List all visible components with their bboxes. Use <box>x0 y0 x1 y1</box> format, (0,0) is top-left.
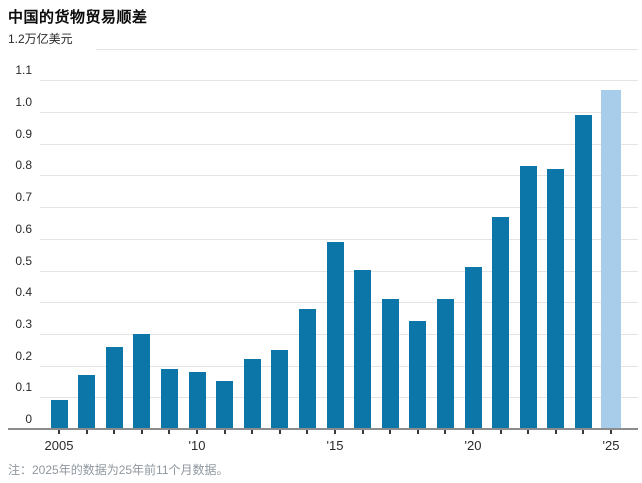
x-axis-tick <box>582 430 584 434</box>
y-gridline <box>40 80 638 82</box>
x-axis-tick <box>334 430 336 434</box>
x-axis-line <box>8 428 638 430</box>
chart-title: 中国的货物贸易顺差 <box>8 9 148 26</box>
x-axis-label: '20 <box>464 438 482 453</box>
x-axis-tick <box>444 430 446 434</box>
x-axis-tick <box>362 430 364 434</box>
x-axis-tick <box>141 430 143 434</box>
bar-2006 <box>78 375 95 429</box>
y-axis-label: 0.2 <box>15 348 32 363</box>
x-axis-tick <box>555 430 557 434</box>
x-axis-label: '25 <box>602 438 620 453</box>
y-gridline <box>40 143 638 145</box>
y-axis-label: 0.7 <box>15 190 32 205</box>
y-axis-label: 0.6 <box>15 221 32 236</box>
y-gridline-top <box>96 48 638 50</box>
bar-2005 <box>51 400 68 429</box>
bar-2008 <box>133 334 150 429</box>
bar-2021 <box>492 217 509 429</box>
y-axis-label: 0.9 <box>15 126 32 141</box>
bar-2015 <box>327 242 344 429</box>
x-axis-tick <box>168 430 170 434</box>
x-axis-tick <box>306 430 308 434</box>
bar-2017 <box>382 299 399 429</box>
x-axis-tick <box>472 430 474 434</box>
bar-2016 <box>354 270 371 429</box>
y-gridline <box>40 175 638 177</box>
y-axis-label: 0.8 <box>15 158 32 173</box>
x-axis-tick <box>224 430 226 434</box>
bar-2024 <box>575 115 592 429</box>
chart-footnote: 注：2025年的数据为25年前11个月数据。 <box>8 463 229 477</box>
bar-2010 <box>189 372 206 429</box>
y-axis-label: 0.5 <box>15 253 32 268</box>
x-axis-tick <box>58 430 60 434</box>
x-axis-tick <box>113 430 115 434</box>
x-axis-label: '10 <box>188 438 206 453</box>
x-axis-tick <box>86 430 88 434</box>
bar-2014 <box>299 309 316 429</box>
x-axis-tick <box>527 430 529 434</box>
y-axis-label: 0.3 <box>15 316 32 331</box>
bar-2022 <box>520 166 537 429</box>
x-axis-label: '15 <box>326 438 344 453</box>
x-axis-tick <box>417 430 419 434</box>
bar-2011 <box>216 381 233 429</box>
y-axis-label: 0.4 <box>15 285 32 300</box>
bar-2009 <box>161 369 178 429</box>
bar-2020 <box>465 267 482 429</box>
x-axis-tick <box>279 430 281 434</box>
unit-label: 1.2万亿美元 <box>8 31 73 46</box>
bar-2012 <box>244 359 261 429</box>
x-axis-tick <box>251 430 253 434</box>
y-gridline <box>40 112 638 113</box>
y-axis-label: 0 <box>25 412 32 426</box>
y-axis-label: 0.1 <box>15 380 32 395</box>
x-axis-label: 2005 <box>44 438 74 453</box>
x-axis-tick <box>610 430 612 434</box>
x-axis-tick <box>196 430 198 434</box>
y-axis-label: 1.1 <box>15 63 32 78</box>
y-gridline <box>40 238 638 240</box>
bar-2025 <box>601 90 621 429</box>
bar-2013 <box>271 350 288 429</box>
bar-2018 <box>409 321 426 429</box>
x-axis-tick <box>500 430 502 434</box>
bar-2019 <box>437 299 454 429</box>
bar-2007 <box>106 347 123 429</box>
x-axis-tick <box>389 430 391 434</box>
bar-2023 <box>547 169 564 429</box>
y-axis-label: 1.0 <box>15 95 32 109</box>
y-gridline <box>40 207 638 209</box>
